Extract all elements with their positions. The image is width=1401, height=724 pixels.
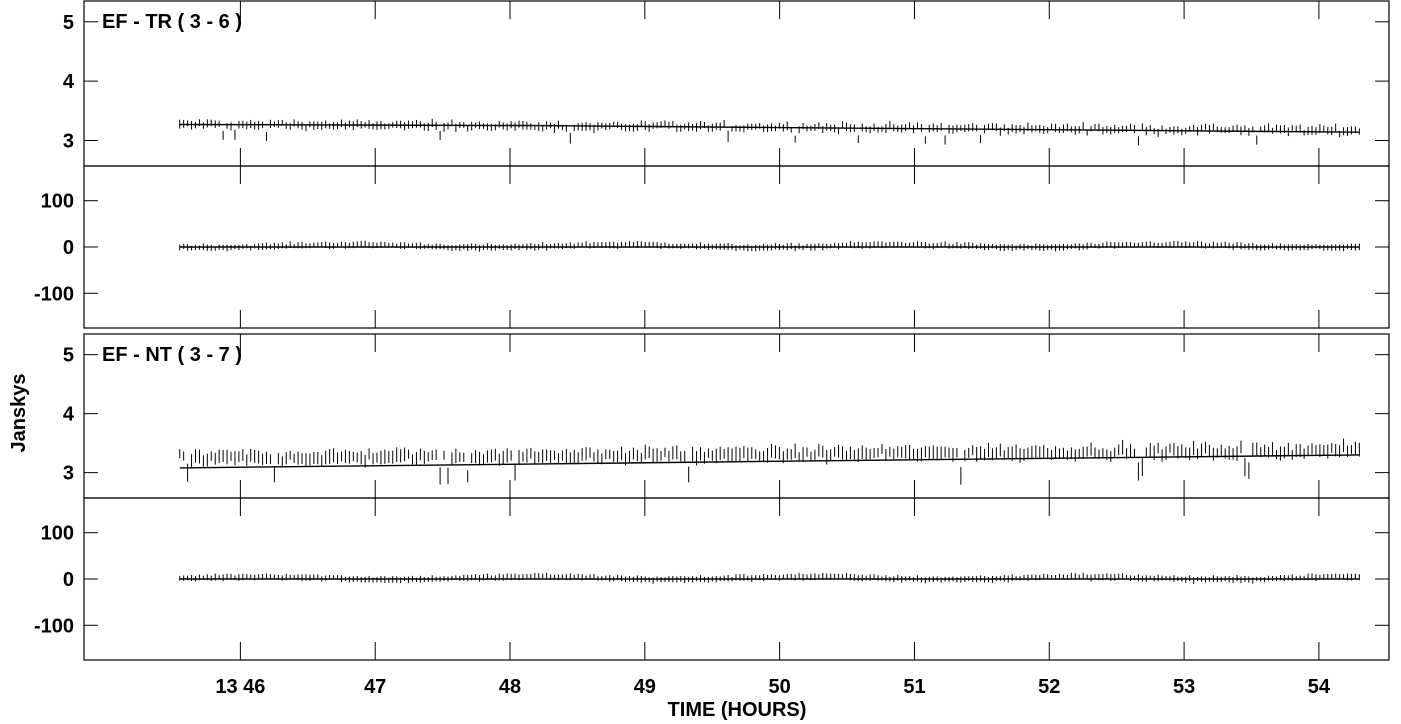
y-tick-label: 3 [63,130,74,152]
panel-2: 100 0 -100 [34,165,1390,329]
x-tick-label: 13 46 [215,676,265,698]
panel-1: 3 4 5 EF - TR ( 3 - 6 ) [63,0,1390,167]
y-tick-label: -100 [34,615,74,637]
x-tick-label: 49 [634,676,656,698]
data-points [179,438,1360,485]
model-line [179,454,1360,469]
x-tick-label: 54 [1308,676,1331,698]
data-points [179,240,1360,252]
panels-layer: 3 4 5 EF - TR ( 3 - 6 ) 100 0 -100 3 4 5 EF - NT (… [34,0,1390,661]
x-axis-label: TIME (HOURS) [668,699,807,721]
x-tick-label: 47 [364,676,386,698]
y-tick-label: 100 [41,191,74,213]
y-tick-label: 0 [63,569,74,591]
model-line [179,123,1360,133]
x-tick-label: 52 [1038,676,1060,698]
y-tick-label: 4 [63,71,75,93]
y-tick-label: 3 [63,463,74,485]
x-axis: 13 46 47 48 49 50 51 52 53 54 [215,676,1331,698]
panel-4: 100 0 -100 [34,497,1390,661]
y-axis-label: Janskys [8,374,30,453]
panel-frame [83,333,1390,499]
x-tick-label: 53 [1173,676,1195,698]
panel-frame [83,0,1390,167]
y-tick-label: 0 [63,237,74,259]
y-tick-label: 5 [63,345,74,367]
y-tick-label: -100 [34,283,74,305]
panel-3: 3 4 5 EF - NT ( 3 - 7 ) [63,333,1390,499]
y-tick-label: 4 [63,404,75,426]
y-tick-label: 100 [41,523,74,545]
data-points [179,118,1360,146]
x-tick-label: 50 [769,676,791,698]
panel-title: EF - NT ( 3 - 7 ) [102,344,242,366]
x-tick-label: 51 [903,676,925,698]
x-tick-label: 48 [499,676,521,698]
panel-title: EF - TR ( 3 - 6 ) [102,11,242,33]
y-tick-label: 5 [63,12,74,34]
